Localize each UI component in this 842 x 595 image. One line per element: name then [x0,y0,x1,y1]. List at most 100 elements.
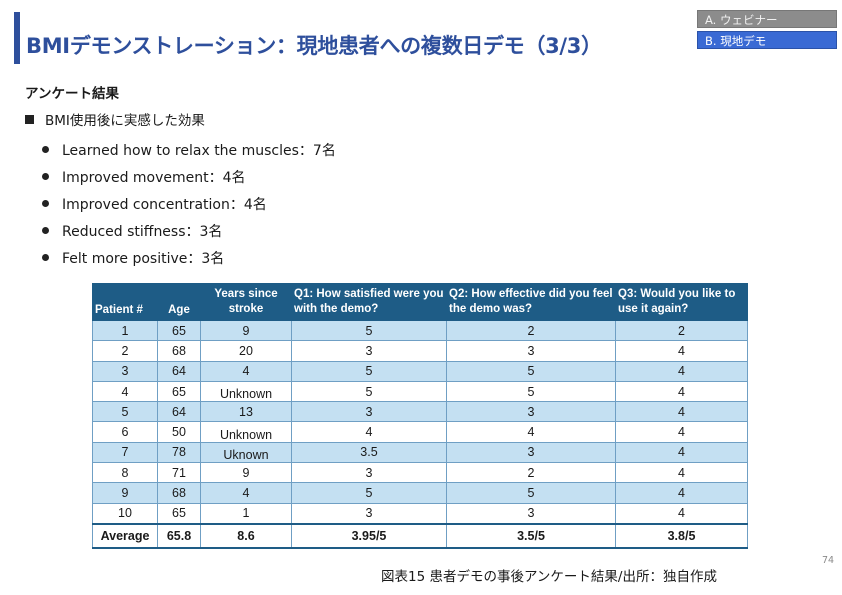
list-item-text: Learned how to relax the muscles：7名 [62,142,336,159]
cell-age: 68 [157,482,201,504]
cell-q1: 5 [291,360,447,382]
cell-patient: 10 [92,502,158,525]
cell-q3: 4 [615,340,748,362]
header-age: Age [157,283,201,321]
cell-q3: 2 [615,319,748,342]
list-item-text: Improved concentration：4名 [62,196,267,213]
list-item: Reduced stiffness：3名 [42,217,336,244]
cell-years: 9 [200,462,292,484]
cell-q3: 4 [615,401,748,423]
cell-q3: 4 [615,360,748,382]
header-patient: Patient # [92,283,158,321]
bullet-dot-icon [42,200,49,207]
cell-q1: 5 [291,482,447,504]
bullet-dot-icon [42,227,49,234]
header-years-since-stroke: Years since stroke [200,283,292,321]
cell-q2: 2 [446,462,616,484]
table-row: 4 65 Unknown 5 5 4 [92,380,748,403]
average-age: 65.8 [157,522,201,549]
cell-q1: 4 [291,421,447,443]
cell-q3: 4 [615,421,748,443]
cell-years: 9 [200,319,292,342]
cell-q1: 3.5 [291,441,447,464]
list-item: Improved concentration：4名 [42,190,336,217]
section-nav: A. ウェビナー B. 現地デモ [697,10,837,52]
cell-patient: 7 [92,441,158,464]
list-item: Felt more positive：3名 [42,244,336,271]
cell-age: 78 [157,441,201,464]
survey-results-table: Patient # Age Years since stroke Q1: How… [92,283,748,549]
cell-q3: 4 [615,502,748,525]
cell-age: 65 [157,319,201,342]
cell-patient: 6 [92,421,158,443]
table-row: 7 78 Uknown 3.5 3 4 [92,441,748,464]
cell-patient: 3 [92,360,158,382]
cell-age: 64 [157,360,201,382]
header-q3: Q3: Would you like to use it again? [615,283,748,321]
cell-age: 65 [157,502,201,525]
cell-q2: 5 [446,360,616,382]
bullet-dot-icon [42,254,49,261]
cell-q1: 3 [291,462,447,484]
page-number: 74 [822,555,835,566]
list-item: Learned how to relax the muscles：7名 [42,136,336,163]
nav-tab-onsite-demo[interactable]: B. 現地デモ [697,31,837,49]
table-row: 2 68 20 3 3 4 [92,340,748,362]
header-q2: Q2: How effective did you feel the demo … [446,283,616,321]
bullet-dot-icon [42,173,49,180]
sub-heading: BMI使用後に実感した効果 [25,109,205,129]
cell-q3: 4 [615,462,748,484]
cell-q2: 5 [446,380,616,403]
effects-list: Learned how to relax the muscles：7名 Impr… [42,136,336,271]
bullet-dot-icon [42,146,49,153]
average-q3: 3.8/5 [615,522,748,549]
slide-title: BMIデモンストレーション：現地患者への複数日デモ（3/3） [26,34,602,58]
cell-patient: 4 [92,380,158,403]
cell-q2: 4 [446,421,616,443]
cell-years: 13 [200,401,292,423]
cell-q2: 3 [446,401,616,423]
list-item-text: Improved movement：4名 [62,169,246,186]
nav-tab-webinar[interactable]: A. ウェビナー [697,10,837,28]
cell-q2: 5 [446,482,616,504]
cell-patient: 1 [92,319,158,342]
table-header-row: Patient # Age Years since stroke Q1: How… [92,283,748,321]
cell-patient: 2 [92,340,158,362]
cell-years: Unknown [200,421,292,443]
cell-years: 1 [200,502,292,525]
cell-q2: 3 [446,502,616,525]
cell-patient: 8 [92,462,158,484]
cell-age: 71 [157,462,201,484]
list-item: Improved movement：4名 [42,163,336,190]
average-q1: 3.95/5 [291,522,447,549]
table-row: 9 68 4 5 5 4 [92,482,748,504]
cell-age: 68 [157,340,201,362]
cell-q1: 3 [291,340,447,362]
table-row: 5 64 13 3 3 4 [92,401,748,423]
cell-q1: 5 [291,380,447,403]
square-bullet-icon [25,114,34,124]
cell-q3: 4 [615,441,748,464]
cell-q2: 2 [446,319,616,342]
table-row: 3 64 4 5 5 4 [92,360,748,382]
figure-caption: 図表15 患者デモの事後アンケート結果/出所：独自作成 [381,569,717,585]
list-item-text: Reduced stiffness：3名 [62,223,223,240]
cell-age: 64 [157,401,201,423]
cell-patient: 5 [92,401,158,423]
cell-age: 65 [157,380,201,403]
cell-q2: 3 [446,340,616,362]
average-label: Average [92,522,158,549]
cell-q3: 4 [615,380,748,403]
cell-years: 20 [200,340,292,362]
table-average-row: Average 65.8 8.6 3.95/5 3.5/5 3.8/5 [92,522,748,549]
title-accent-bar [14,12,20,64]
cell-years: Unknown [200,380,292,403]
cell-years: Uknown [200,441,292,464]
cell-years: 4 [200,360,292,382]
cell-patient: 9 [92,482,158,504]
cell-q2: 3 [446,441,616,464]
table-row: 8 71 9 3 2 4 [92,462,748,484]
cell-age: 50 [157,421,201,443]
section-heading: アンケート結果 [25,86,119,102]
sub-heading-text: BMI使用後に実感した効果 [45,113,205,129]
